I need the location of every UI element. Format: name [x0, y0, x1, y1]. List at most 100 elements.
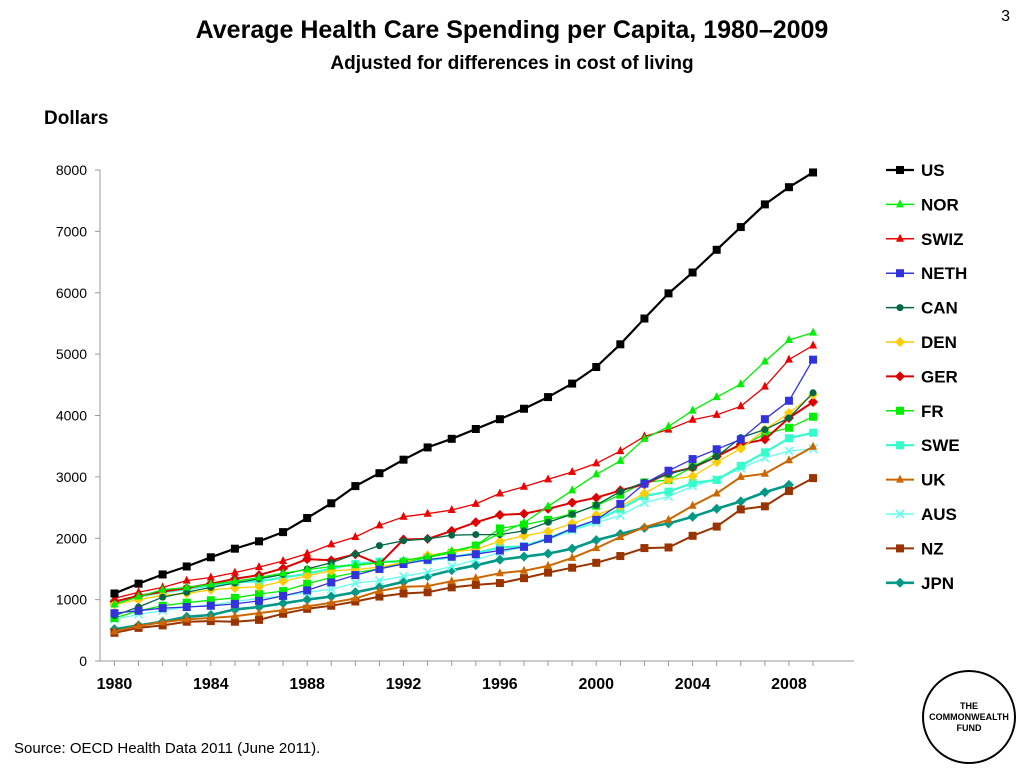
legend-label: NOR: [921, 195, 959, 214]
data-point-aus: [374, 576, 385, 586]
data-point-den: [253, 581, 264, 592]
x-tick-label: 1980: [97, 676, 133, 693]
data-point-nor: [809, 327, 818, 336]
data-point-fr: [206, 596, 215, 605]
data-point-uk: [182, 614, 191, 623]
data-point-aus: [326, 584, 336, 594]
data-point-can: [400, 537, 408, 545]
data-point-nz: [206, 617, 215, 626]
data-point-us: [423, 443, 432, 452]
data-point-us: [616, 340, 625, 349]
data-point-swe: [688, 479, 697, 488]
data-point-neth: [182, 602, 191, 611]
data-point-nor: [279, 568, 288, 577]
data-point-uk: [134, 621, 143, 630]
data-point-uk: [519, 565, 528, 574]
data-point-us: [230, 544, 239, 553]
series-line-swiz: [114, 344, 814, 600]
data-point-ger: [470, 517, 481, 528]
data-point-us: [760, 200, 769, 209]
legend-item-nor: NOR: [886, 195, 959, 214]
data-point-jpn: [591, 535, 602, 546]
data-point-nz: [809, 474, 818, 483]
data-point-den: [543, 526, 554, 537]
data-point-nor: [206, 579, 215, 588]
data-point-ger: [518, 508, 529, 519]
x-tick-label: 1996: [482, 676, 518, 693]
legend-item-den: DEN: [886, 333, 957, 352]
marker-stroke: [350, 578, 360, 588]
legend-label: SWE: [921, 436, 960, 455]
data-point-nz: [616, 552, 625, 561]
data-point-nz: [230, 617, 239, 626]
y-tick-label: 7000: [56, 223, 87, 239]
marker-stroke: [895, 509, 905, 519]
marker-stroke: [784, 446, 794, 456]
source-note: Source: OECD Health Data 2011 (June 2011…: [14, 740, 321, 757]
series-line-nor: [114, 331, 814, 606]
data-point-uk: [760, 468, 769, 477]
data-point-uk: [568, 552, 577, 561]
data-point-swiz: [182, 575, 191, 584]
data-point-can: [448, 531, 456, 539]
chart-subtitle: Adjusted for differences in cost of livi…: [330, 53, 694, 74]
data-point-nor: [327, 561, 336, 570]
legend-item-fr: FR: [886, 402, 944, 421]
x-tick-label: 2000: [578, 676, 614, 693]
data-point-us: [158, 570, 167, 579]
data-point-jpn: [711, 503, 722, 514]
data-point-swiz: [688, 414, 697, 423]
data-point-us: [327, 499, 336, 508]
series-fr: [110, 412, 818, 623]
data-point-jpn: [326, 591, 337, 602]
data-point-nz: [471, 580, 480, 589]
data-point-us: [784, 183, 793, 192]
data-point-swiz: [809, 340, 818, 349]
data-point-aus: [350, 578, 360, 588]
data-point-jpn: [302, 594, 313, 605]
data-point-nor: [664, 421, 673, 430]
data-point-us: [471, 425, 480, 434]
y-tick-label: 8000: [56, 162, 87, 178]
data-point-neth: [158, 604, 167, 613]
legend-marker: [896, 166, 904, 174]
data-point-nor: [519, 517, 528, 526]
data-point-neth: [230, 599, 239, 608]
slide-number: 3: [1001, 8, 1010, 25]
y-tick-label: 1000: [56, 592, 87, 608]
data-point-us: [110, 589, 119, 598]
data-point-den: [302, 570, 313, 581]
legend-marker: [895, 337, 905, 347]
data-point-uk: [110, 626, 119, 635]
data-point-aus: [615, 510, 625, 521]
series-line-us: [114, 171, 814, 595]
data-point-us: [351, 482, 360, 491]
data-point-nor: [351, 560, 360, 569]
data-point-nz: [351, 597, 360, 606]
data-point-jpn: [470, 560, 481, 571]
data-point-us: [664, 289, 673, 298]
data-point-neth: [303, 586, 312, 595]
data-point-us: [303, 513, 312, 522]
data-point-neth: [712, 445, 721, 454]
data-point-aus: [398, 571, 409, 581]
data-point-uk: [423, 581, 432, 590]
data-point-ger: [302, 554, 313, 565]
data-point-nor: [375, 557, 384, 566]
data-point-ger: [591, 492, 602, 503]
data-point-uk: [375, 586, 384, 595]
data-point-neth: [544, 534, 553, 543]
data-point-uk: [206, 613, 215, 622]
legend-label: JPN: [921, 574, 954, 593]
data-point-den: [735, 443, 746, 454]
data-point-fr: [230, 593, 239, 602]
data-point-neth: [206, 601, 215, 610]
series-neth: [110, 355, 818, 618]
data-point-swiz: [327, 539, 336, 548]
data-point-neth: [471, 550, 480, 559]
data-point-neth: [568, 524, 577, 533]
data-point-neth: [592, 515, 601, 524]
data-point-nor: [110, 599, 119, 608]
data-point-nor: [736, 379, 745, 388]
data-point-uk: [688, 500, 697, 509]
